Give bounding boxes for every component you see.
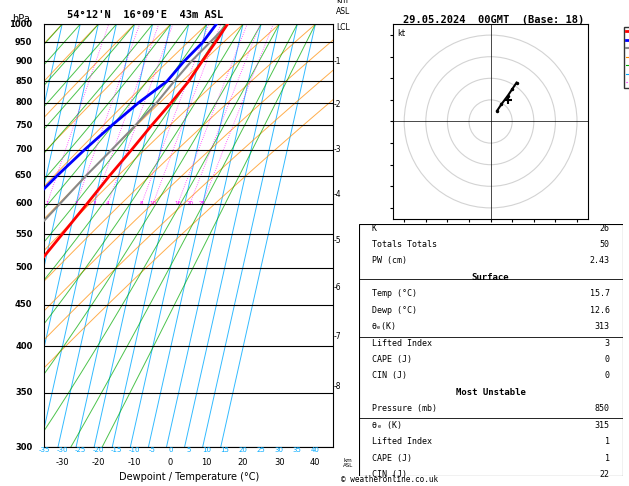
Text: 25: 25 [257, 447, 265, 453]
Legend: Temperature, Dewpoint, Parcel Trajectory, Dry Adiabat, Wet Adiabat, Isotherm, Mi: Temperature, Dewpoint, Parcel Trajectory… [624, 27, 629, 87]
Text: 350: 350 [15, 388, 33, 398]
Text: Lifted Index: Lifted Index [372, 339, 431, 347]
Text: LCL: LCL [337, 23, 350, 33]
Text: 15: 15 [220, 447, 230, 453]
Text: 20: 20 [238, 458, 248, 467]
Text: -2: -2 [333, 101, 341, 109]
Text: K: K [372, 224, 377, 233]
Text: 0: 0 [168, 458, 173, 467]
Text: 8: 8 [140, 201, 143, 206]
Text: 16: 16 [174, 201, 181, 206]
Text: km
ASL: km ASL [343, 458, 353, 469]
Text: 29.05.2024  00GMT  (Base: 18): 29.05.2024 00GMT (Base: 18) [403, 15, 584, 25]
Text: -3: -3 [333, 144, 341, 154]
Text: -5: -5 [333, 236, 341, 245]
Text: 0: 0 [604, 355, 610, 364]
Text: Totals Totals: Totals Totals [372, 240, 437, 249]
Text: 450: 450 [15, 300, 33, 309]
Text: © weatheronline.co.uk: © weatheronline.co.uk [342, 474, 438, 484]
Text: 15.7: 15.7 [589, 289, 610, 298]
Text: -30: -30 [57, 447, 68, 453]
Text: 0: 0 [604, 371, 610, 381]
Text: 1: 1 [604, 453, 610, 463]
Text: -6: -6 [333, 283, 341, 293]
Text: Most Unstable: Most Unstable [455, 388, 526, 397]
Text: -8: -8 [333, 382, 341, 391]
Text: 315: 315 [594, 421, 610, 430]
Text: 40: 40 [310, 458, 321, 467]
Text: 900: 900 [15, 57, 33, 66]
Text: 700: 700 [15, 145, 33, 154]
Text: 22: 22 [599, 470, 610, 479]
Text: 2.43: 2.43 [589, 257, 610, 265]
Text: -5: -5 [149, 447, 156, 453]
Text: 300: 300 [15, 443, 33, 451]
Text: 10: 10 [203, 447, 211, 453]
Text: θₑ (K): θₑ (K) [372, 421, 402, 430]
Text: 750: 750 [15, 121, 33, 130]
Text: -35: -35 [38, 447, 50, 453]
Text: 40: 40 [311, 447, 320, 453]
Text: Surface: Surface [472, 273, 509, 282]
Text: CAPE (J): CAPE (J) [372, 453, 412, 463]
Text: 3: 3 [604, 339, 610, 347]
Text: 1: 1 [604, 437, 610, 446]
Text: 5: 5 [187, 447, 191, 453]
Text: 500: 500 [15, 263, 33, 272]
Text: 1000: 1000 [9, 20, 33, 29]
Text: Dewpoint / Temperature (°C): Dewpoint / Temperature (°C) [119, 472, 259, 483]
Text: 650: 650 [15, 171, 33, 180]
Text: 10: 10 [150, 201, 157, 206]
Text: 35: 35 [292, 447, 302, 453]
Text: -7: -7 [333, 332, 341, 341]
Text: 800: 800 [15, 98, 33, 107]
Text: 0: 0 [169, 447, 173, 453]
Text: 400: 400 [15, 342, 33, 350]
Text: -25: -25 [75, 447, 86, 453]
Text: -20: -20 [92, 447, 104, 453]
Text: 3: 3 [92, 201, 96, 206]
Text: -4: -4 [333, 190, 341, 199]
Text: Dewp (°C): Dewp (°C) [372, 306, 417, 315]
Text: hPa: hPa [12, 14, 30, 24]
Text: 54°12'N  16°09'E  43m ASL: 54°12'N 16°09'E 43m ASL [67, 10, 223, 20]
Text: 12.6: 12.6 [589, 306, 610, 315]
Text: -30: -30 [55, 458, 69, 467]
Text: -20: -20 [92, 458, 105, 467]
Text: 950: 950 [15, 38, 33, 47]
Text: kt: kt [398, 29, 406, 37]
Text: Temp (°C): Temp (°C) [372, 289, 417, 298]
Text: Lifted Index: Lifted Index [372, 437, 431, 446]
Text: 850: 850 [594, 404, 610, 413]
Text: 30: 30 [274, 458, 284, 467]
Text: 10: 10 [201, 458, 212, 467]
Text: 20: 20 [238, 447, 247, 453]
Text: CAPE (J): CAPE (J) [372, 355, 412, 364]
Text: 50: 50 [599, 240, 610, 249]
Text: 850: 850 [15, 77, 33, 86]
Text: θₑ(K): θₑ(K) [372, 322, 397, 331]
Text: 2: 2 [75, 201, 78, 206]
Text: -1: -1 [333, 57, 341, 66]
Text: CIN (J): CIN (J) [372, 470, 407, 479]
Text: -10: -10 [129, 447, 140, 453]
Text: 20: 20 [186, 201, 194, 206]
Text: CIN (J): CIN (J) [372, 371, 407, 381]
Text: 4: 4 [106, 201, 109, 206]
Text: 550: 550 [15, 230, 33, 239]
Text: 313: 313 [594, 322, 610, 331]
Text: 1: 1 [45, 201, 49, 206]
Text: 30: 30 [275, 447, 284, 453]
Text: km
ASL: km ASL [337, 0, 350, 16]
Text: 26: 26 [599, 224, 610, 233]
Text: PW (cm): PW (cm) [372, 257, 407, 265]
Text: Pressure (mb): Pressure (mb) [372, 404, 437, 413]
Text: 25: 25 [199, 201, 206, 206]
Text: 600: 600 [15, 199, 33, 208]
Text: -15: -15 [111, 447, 122, 453]
Text: -10: -10 [128, 458, 141, 467]
